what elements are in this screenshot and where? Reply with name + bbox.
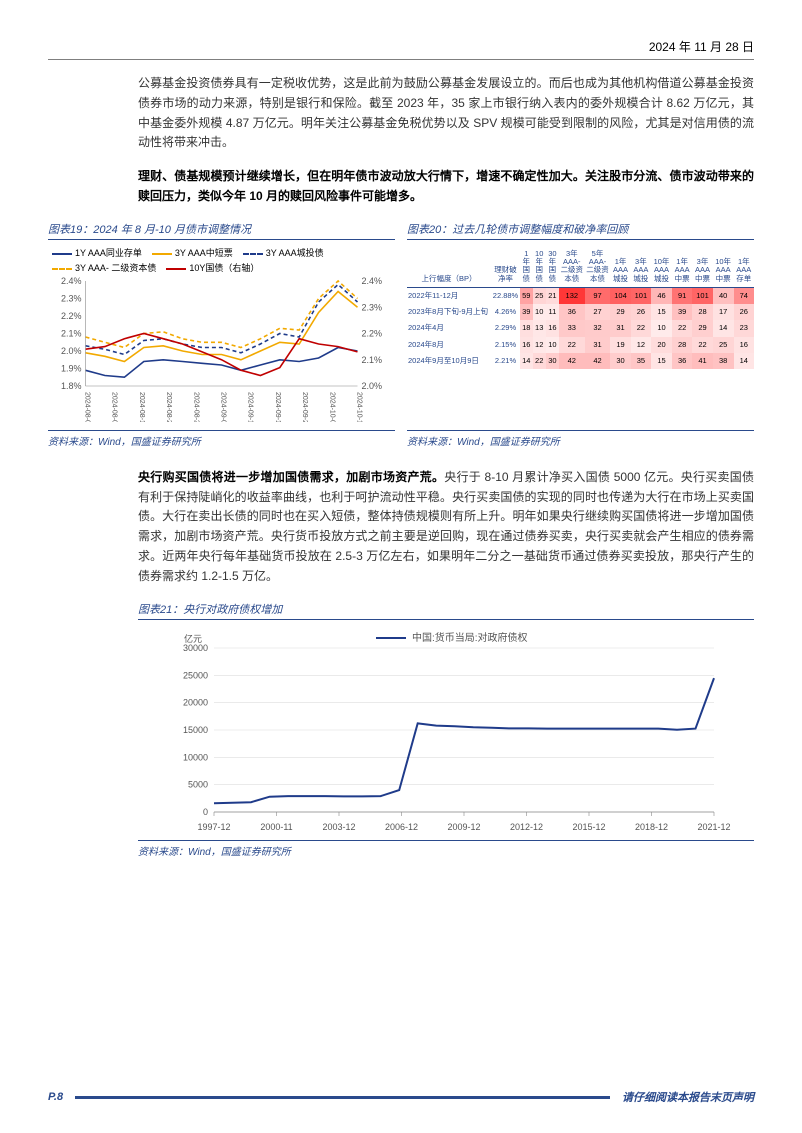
svg-text:5000: 5000 bbox=[188, 779, 208, 789]
svg-text:2000-11: 2000-11 bbox=[260, 822, 292, 832]
svg-text:2.2%: 2.2% bbox=[362, 329, 383, 339]
page-date: 2024 年 11 月 28 日 bbox=[48, 38, 754, 55]
svg-text:2024-10-03: 2024-10-03 bbox=[328, 392, 335, 422]
svg-text:25000: 25000 bbox=[183, 670, 208, 680]
svg-text:20000: 20000 bbox=[183, 697, 208, 707]
footer-rule bbox=[75, 1096, 610, 1099]
page-footer: P.8 请仔细阅读本报告末页声明 bbox=[48, 1089, 754, 1105]
paragraph-3: 央行购买国债将进一步增加国债需求，加剧市场资产荒。央行于 8-10 月累计净买入… bbox=[48, 468, 754, 587]
paragraph-3-rest: 央行于 8-10 月累计净买入国债 5000 亿元。央行买卖国债有利于保持陡峭化… bbox=[138, 470, 754, 583]
svg-text:2.4%: 2.4% bbox=[362, 277, 383, 286]
chart-20-table: 上行幅度（BP）理财破净率1年国债10年国债30年国债3年AAA-二级资本债5年… bbox=[407, 246, 754, 369]
svg-text:亿元: 亿元 bbox=[184, 633, 202, 644]
svg-text:30000: 30000 bbox=[183, 643, 208, 653]
chart-21-title: 图表21：央行对政府债权增加 bbox=[138, 601, 754, 620]
page-number: P.8 bbox=[48, 1091, 63, 1103]
svg-text:2018-12: 2018-12 bbox=[635, 822, 668, 832]
svg-text:0: 0 bbox=[203, 807, 208, 817]
svg-text:1997-12: 1997-12 bbox=[197, 822, 230, 832]
svg-text:2015-12: 2015-12 bbox=[572, 822, 605, 832]
chart-21-plot: 0 5000 10000 15000 20000 25000 30000亿元 1997-12 2… bbox=[138, 626, 754, 836]
svg-text:2012-12: 2012-12 bbox=[510, 822, 543, 832]
svg-text:2.3%: 2.3% bbox=[362, 302, 383, 312]
svg-text:2.0%: 2.0% bbox=[362, 381, 383, 391]
svg-text:10000: 10000 bbox=[183, 752, 208, 762]
svg-text:中国:货币当局:对政府债权: 中国:货币当局:对政府债权 bbox=[412, 631, 528, 644]
svg-text:2.2%: 2.2% bbox=[61, 311, 82, 321]
footer-disclaimer: 请仔细阅读本报告末页声明 bbox=[622, 1089, 754, 1105]
paragraph-1: 公募基金投资债券具有一定税收优势，这是此前为鼓励公募基金发展设立的。而后也成为其… bbox=[48, 74, 754, 153]
svg-text:1.8%: 1.8% bbox=[61, 381, 82, 391]
svg-text:2.3%: 2.3% bbox=[61, 294, 82, 304]
paragraph-3-lead: 央行购买国债将进一步增加国债需求，加剧市场资产荒。 bbox=[138, 470, 444, 484]
svg-text:2024-09-05: 2024-09-05 bbox=[220, 392, 227, 422]
svg-text:2024-08-22: 2024-08-22 bbox=[165, 392, 172, 422]
svg-text:2006-12: 2006-12 bbox=[385, 822, 418, 832]
svg-text:15000: 15000 bbox=[183, 725, 208, 735]
chart-19-title: 图表19：2024 年 8 月-10 月债市调整情况 bbox=[48, 221, 395, 240]
top-rule bbox=[48, 59, 754, 60]
svg-text:1.9%: 1.9% bbox=[61, 364, 82, 374]
svg-text:2003-12: 2003-12 bbox=[322, 822, 355, 832]
svg-text:2024-09-19: 2024-09-19 bbox=[274, 392, 281, 422]
chart-20: 图表20：过去几轮债市调整幅度和破净率回顾 上行幅度（BP）理财破净率1年国债1… bbox=[407, 221, 754, 448]
svg-text:2024-09-26: 2024-09-26 bbox=[301, 392, 308, 422]
svg-text:2024-08-15: 2024-08-15 bbox=[138, 392, 145, 422]
svg-text:2009-12: 2009-12 bbox=[447, 822, 480, 832]
svg-text:2024-08-01: 2024-08-01 bbox=[84, 392, 91, 422]
svg-text:2021-12: 2021-12 bbox=[697, 822, 730, 832]
chart-19-source: 资料来源：Wind，国盛证券研究所 bbox=[48, 430, 395, 448]
svg-text:2024-10-10: 2024-10-10 bbox=[356, 392, 363, 422]
chart-20-title: 图表20：过去几轮债市调整幅度和破净率回顾 bbox=[407, 221, 754, 240]
paragraph-2: 理财、债基规模预计继续增长，但在明年债市波动放大行情下，增速不确定性加大。关注股… bbox=[48, 167, 754, 207]
svg-text:2024-09-12: 2024-09-12 bbox=[247, 392, 254, 422]
svg-text:2.0%: 2.0% bbox=[61, 346, 82, 356]
svg-text:2024-08-29: 2024-08-29 bbox=[192, 392, 199, 422]
chart-19-plot: 1.8% 1.9% 2.0% 2.1% 2.2% 2.3% 2.4% 2.0% 2.1% 2.2%… bbox=[48, 277, 395, 422]
svg-text:2.1%: 2.1% bbox=[362, 355, 383, 365]
chart-20-source: 资料来源：Wind，国盛证券研究所 bbox=[407, 430, 754, 448]
chart-19: 图表19：2024 年 8 月-10 月债市调整情况 1Y AAA同业存单3Y … bbox=[48, 221, 395, 448]
svg-text:2.1%: 2.1% bbox=[61, 329, 82, 339]
svg-text:2024-08-08: 2024-08-08 bbox=[111, 392, 118, 422]
chart-19-legend: 1Y AAA同业存单3Y AAA中短票3Y AAA城投债3Y AAA- 二级资本… bbox=[48, 246, 395, 277]
chart-21: 图表21：央行对政府债权增加 0 5000 10000 15000 20000 25000… bbox=[48, 601, 754, 858]
chart-21-source: 资料来源：Wind，国盛证券研究所 bbox=[138, 840, 754, 858]
svg-text:2.4%: 2.4% bbox=[61, 277, 82, 286]
